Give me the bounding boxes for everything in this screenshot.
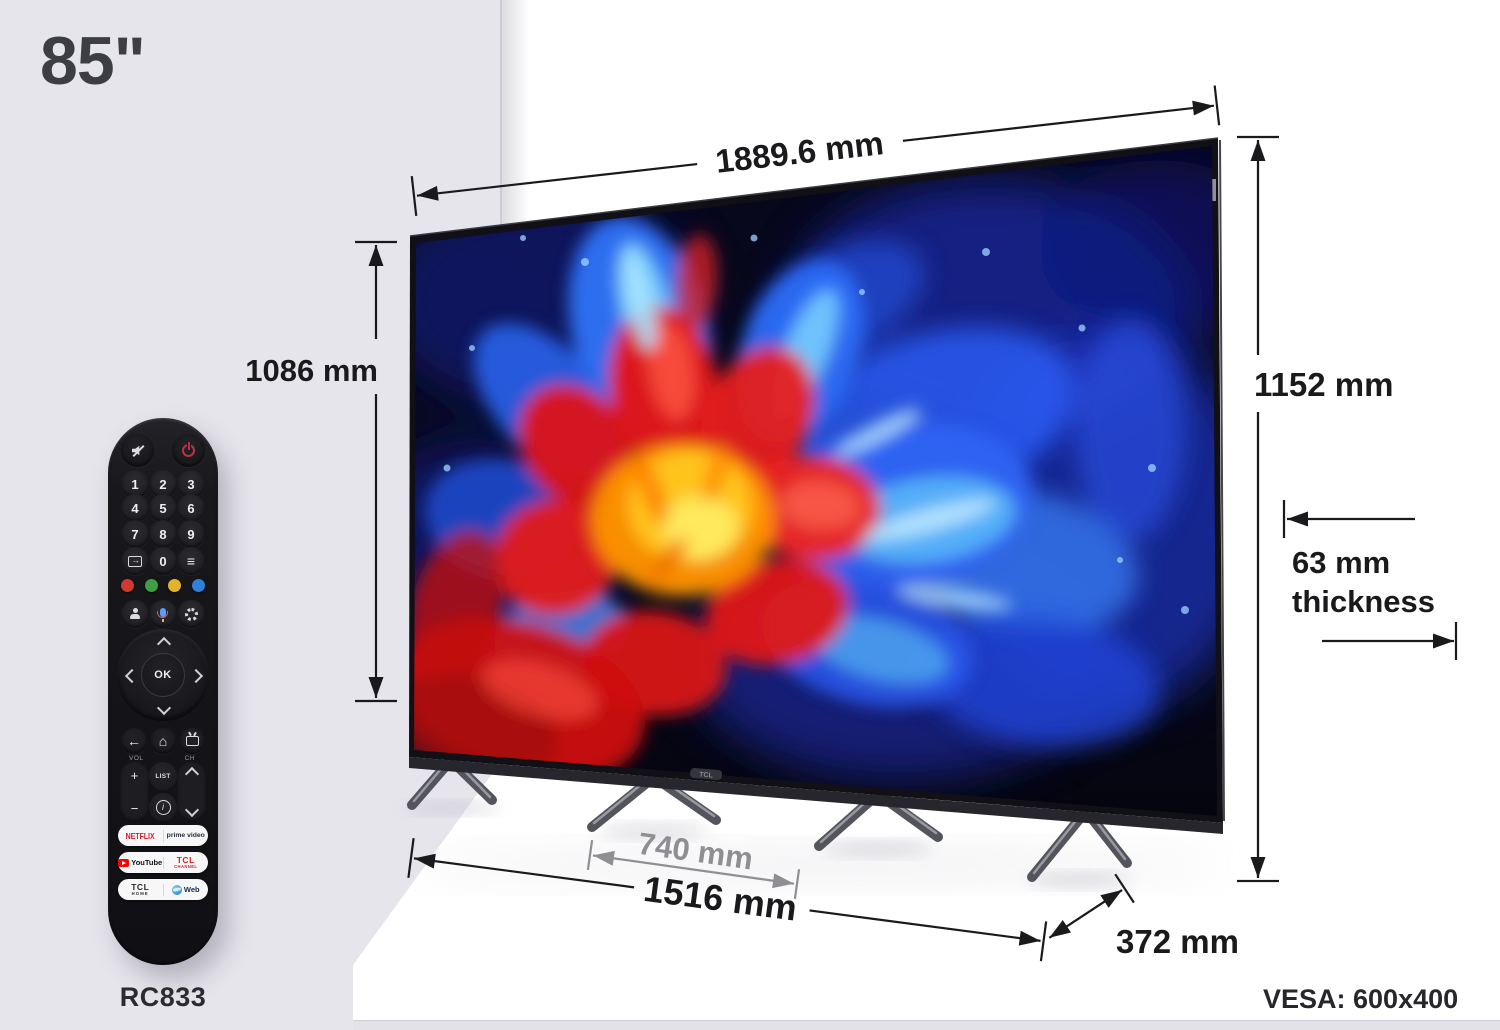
dim-thickness-word: thickness <box>1292 584 1435 619</box>
vol-label: VOL <box>129 755 144 762</box>
pill-divider <box>162 856 164 869</box>
remote-control: 1 2 3 4 5 6 7 8 9 0 ≡ <box>108 418 218 965</box>
blue-color-button <box>191 579 205 592</box>
mute-button <box>121 434 154 467</box>
microphone-icon <box>157 608 168 622</box>
channel-rocker <box>177 762 206 822</box>
power-icon <box>182 442 195 457</box>
dim-thickness-top <box>1282 500 1415 538</box>
ok-button: OK <box>141 653 185 697</box>
home-button: ⌂ <box>150 728 176 754</box>
menu-button: ≡ <box>177 547 205 575</box>
tv-guide-icon <box>185 736 199 746</box>
list-menu-icon: ≡ <box>186 553 196 569</box>
web-globe-icon <box>171 884 182 895</box>
plus-icon: + <box>130 768 139 783</box>
input-icon <box>128 555 142 567</box>
dim-overall-height-label: 1152 mm <box>1254 366 1393 403</box>
chevron-up-icon <box>156 636 172 652</box>
pill-tclhome-web: TCL HOME Web <box>118 879 208 900</box>
key-9: 9 <box>177 520 205 548</box>
list-button: LIST <box>149 762 177 790</box>
key-1: 1 <box>121 470 149 498</box>
dim-overall-height <box>1237 135 1279 883</box>
chevron-left-icon <box>124 668 140 684</box>
green-color-button <box>144 579 158 592</box>
volume-rocker: + − <box>120 762 149 822</box>
key-3: 3 <box>177 470 205 498</box>
dimension-annotations: 1889.6 mm 1086 mm <box>245 85 1458 1014</box>
channel-up-icon <box>184 766 199 782</box>
mute-speaker-icon <box>132 445 144 457</box>
person-icon <box>129 608 141 620</box>
chevron-right-icon <box>188 668 204 684</box>
dim-screen-height <box>355 240 397 703</box>
ch-label: CH <box>184 755 195 762</box>
tv: TCL <box>409 137 1225 834</box>
tv-brand-logo: TCL <box>699 771 714 779</box>
key-6: 6 <box>177 494 205 522</box>
youtube-icon <box>118 858 130 867</box>
tv-screen-artwork <box>414 146 1217 816</box>
screen-size-label: 85" <box>40 23 146 99</box>
netflix-label: NETFLIX <box>125 830 155 841</box>
youtube-label: YouTube <box>131 858 163 867</box>
dim-stand-depth-label: 372 mm <box>1116 923 1239 960</box>
back-arrow-icon: ← <box>127 733 141 749</box>
tcl-home-label: TCL <box>131 881 150 892</box>
prime-video-label: prime video <box>166 832 205 839</box>
key-4: 4 <box>121 494 149 522</box>
key-0: 0 <box>149 547 177 575</box>
gear-icon <box>184 607 198 621</box>
web-label: Web <box>183 885 200 894</box>
channel-down-icon <box>184 802 199 818</box>
power-button <box>172 434 205 467</box>
key-2: 2 <box>149 470 177 498</box>
red-color-button <box>121 579 134 592</box>
dpad: OK <box>117 629 209 721</box>
vesa-label: VESA: 600x400 <box>1263 984 1458 1014</box>
dim-stand-depth <box>1045 873 1135 945</box>
tcl-channel-label: TCL <box>176 854 195 865</box>
droplets <box>443 205 1189 614</box>
home-icon: ⌂ <box>158 733 168 749</box>
pill-divider <box>162 829 164 842</box>
voice-button <box>149 600 177 628</box>
dim-screen-height-label: 1086 mm <box>245 353 378 388</box>
input-button <box>121 547 149 575</box>
dim-width-label: 1889.6 mm <box>714 124 886 180</box>
minus-icon: − <box>130 801 139 816</box>
settings-button <box>177 600 205 628</box>
key-8: 8 <box>149 520 177 548</box>
back-button: ← <box>121 728 147 754</box>
yellow-color-button <box>168 579 182 592</box>
bottom-floor-strip <box>353 1020 1500 1030</box>
info-button: i <box>149 793 177 821</box>
pill-divider <box>162 883 164 896</box>
floor-shadows <box>404 803 1220 886</box>
pill-netflix-prime: NETFLIX prime video <box>118 825 208 846</box>
remote-model-label: RC833 <box>119 982 207 1012</box>
chevron-down-icon <box>156 700 172 716</box>
pill-youtube-tclchannel: YouTube TCL CHANNEL <box>118 852 208 873</box>
key-7: 7 <box>121 520 149 548</box>
tv-side-button <box>1212 179 1216 201</box>
dim-thickness-value: 63 mm <box>1292 545 1390 580</box>
dim-thickness-bottom <box>1322 622 1458 660</box>
guide-button <box>179 728 205 754</box>
tv-bottom-bezel <box>409 757 1223 834</box>
profile-button <box>121 600 149 628</box>
info-icon: i <box>155 799 171 815</box>
key-5: 5 <box>149 494 177 522</box>
